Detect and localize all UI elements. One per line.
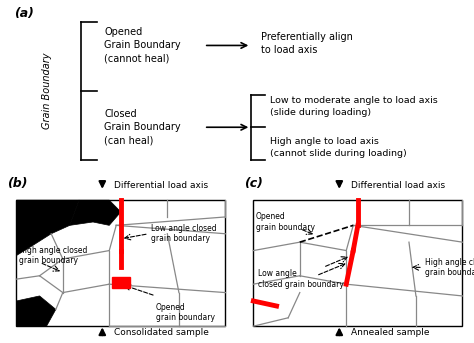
Text: High angle closed
grain boundary: High angle closed grain boundary bbox=[425, 258, 474, 277]
Bar bbox=[16, 200, 226, 326]
Text: High angle closed
grain boundary: High angle closed grain boundary bbox=[18, 246, 87, 265]
Text: (c): (c) bbox=[244, 177, 263, 190]
Text: Differential load axis: Differential load axis bbox=[351, 180, 445, 190]
Text: Low to moderate angle to load axis
(slide during loading): Low to moderate angle to load axis (slid… bbox=[270, 96, 438, 117]
Polygon shape bbox=[16, 296, 56, 326]
Text: Opened
grain boundary: Opened grain boundary bbox=[255, 212, 315, 232]
Text: (b): (b) bbox=[7, 177, 27, 190]
Bar bbox=[253, 200, 462, 326]
Text: Differential load axis: Differential load axis bbox=[114, 180, 208, 190]
Text: Grain Boundary: Grain Boundary bbox=[42, 52, 53, 129]
Text: Closed
Grain Boundary
(can heal): Closed Grain Boundary (can heal) bbox=[104, 109, 181, 145]
Text: Annealed sample: Annealed sample bbox=[351, 328, 429, 336]
Bar bbox=[111, 277, 130, 287]
Text: Low angle closed
grain boundary: Low angle closed grain boundary bbox=[151, 224, 217, 244]
Text: (a): (a) bbox=[14, 7, 34, 20]
Text: Consolidated sample: Consolidated sample bbox=[114, 328, 209, 336]
Text: Opened
Grain Boundary
(cannot heal): Opened Grain Boundary (cannot heal) bbox=[104, 27, 181, 64]
Text: Preferentially align
to load axis: Preferentially align to load axis bbox=[261, 32, 353, 55]
Text: High angle to load axis
(cannot slide during loading): High angle to load axis (cannot slide du… bbox=[270, 137, 407, 158]
Text: Opened
grain boundary: Opened grain boundary bbox=[155, 303, 215, 322]
Polygon shape bbox=[70, 200, 121, 225]
Text: Low angle
closed grain boundary: Low angle closed grain boundary bbox=[258, 270, 344, 289]
Polygon shape bbox=[16, 200, 79, 256]
